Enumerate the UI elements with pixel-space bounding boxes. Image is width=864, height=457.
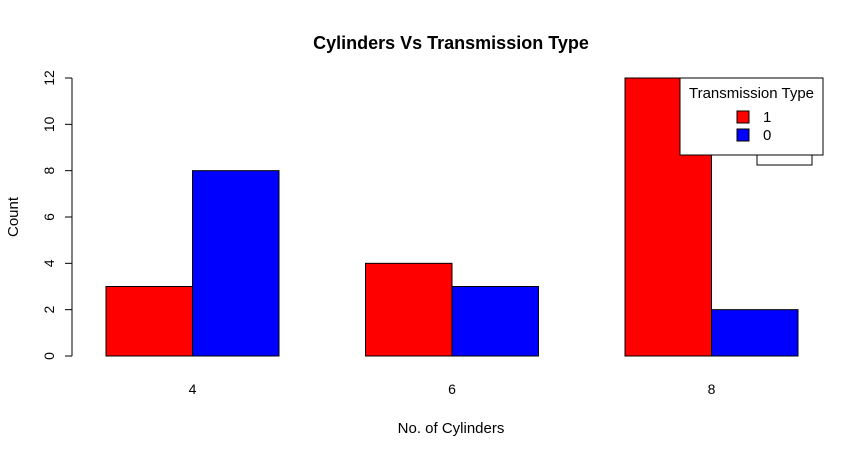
bar-cyl4-series0 [192,170,280,357]
bar-cyl6-series1 [365,262,453,357]
bar-cyl4-series1 [105,286,193,357]
chart-title: Cylinders Vs Transmission Type [313,33,589,53]
y-tick-label: 12 [41,70,57,86]
legend: Transmission Type 10 [679,77,824,166]
y-tick-label: 10 [41,116,57,132]
bar-cyl6-series0 [451,286,539,357]
legend-swatch-0 [736,128,750,142]
legend-label-0: 0 [763,127,771,144]
x-tick-label: 6 [448,381,456,397]
legend-swatch-1 [736,110,750,124]
legend-items: 10 [736,109,771,144]
legend-frame [679,77,824,156]
legend-label-1: 1 [763,109,771,126]
legend-title: Transmission Type [689,85,814,102]
y-tick-label: 6 [41,213,57,221]
x-tick-label: 4 [189,381,197,397]
y-tick-label: 2 [41,306,57,314]
bar-cyl8-series0 [711,309,799,357]
x-tick-labels: 4 6 8 [189,381,716,397]
x-axis-label: No. of Cylinders [398,420,505,437]
y-tick-label: 4 [41,259,57,267]
y-axis-label: Count [5,196,22,237]
y-axis: 0 2 4 6 8 10 12 [41,70,73,360]
bar-group [105,77,799,357]
x-tick-label: 8 [708,381,716,397]
y-tick-label: 8 [41,167,57,175]
y-tick-label: 0 [41,352,57,360]
